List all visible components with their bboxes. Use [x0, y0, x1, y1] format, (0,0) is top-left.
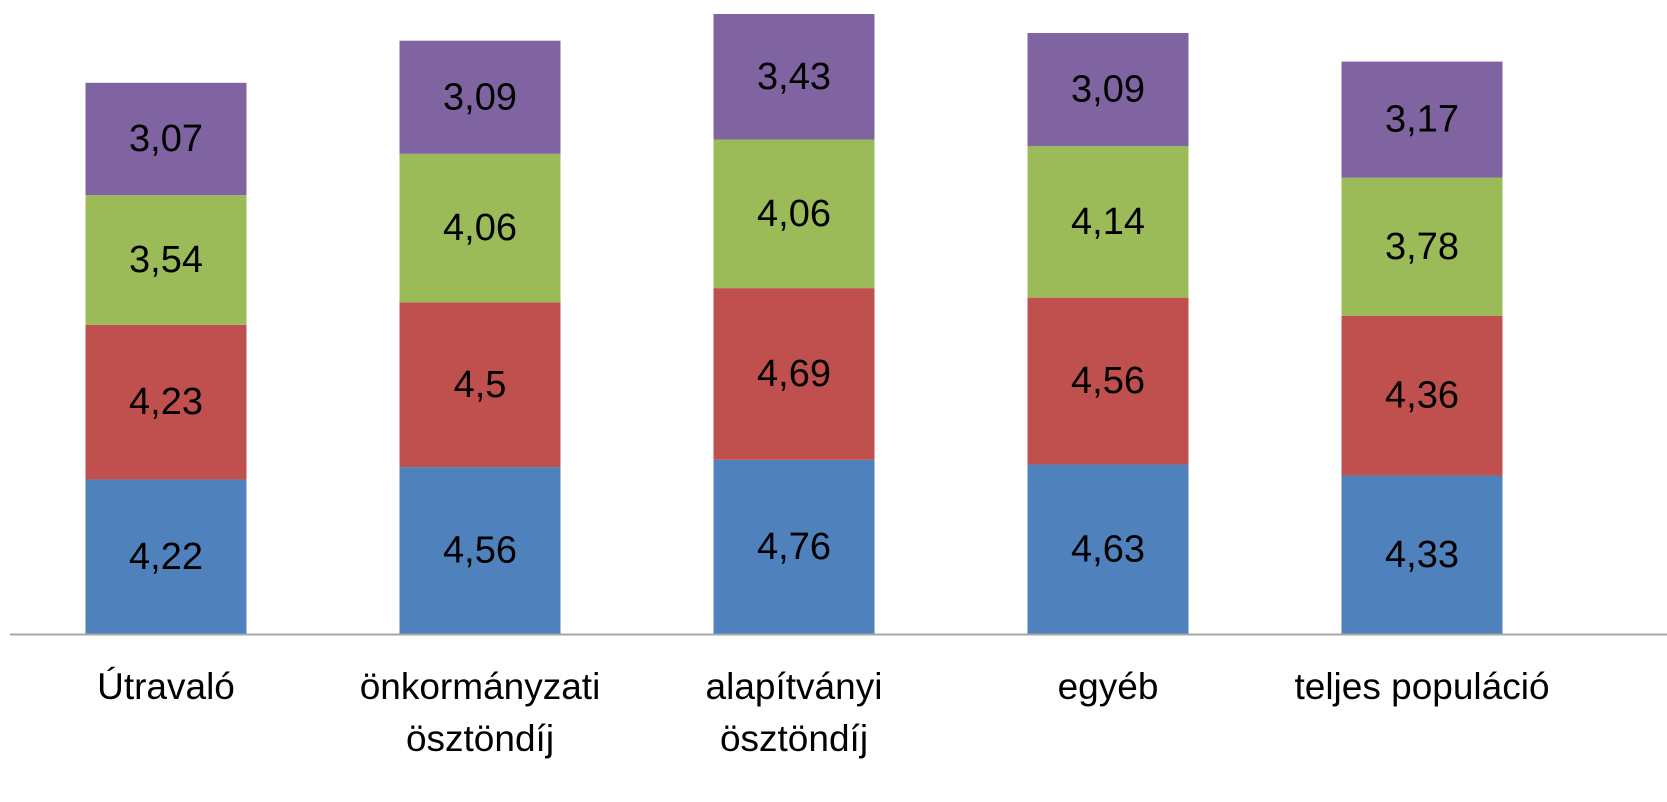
category-label-line: önkormányzati [360, 666, 601, 707]
bar-segment [1027, 33, 1189, 147]
bar-segment [713, 288, 875, 460]
category-label-line: Útravaló [97, 666, 235, 707]
data-label: 4,14 [1071, 201, 1145, 243]
data-label: 4,63 [1071, 528, 1145, 570]
bar-segment [1027, 297, 1189, 465]
bar-segment [713, 139, 875, 289]
bar-segment [1341, 177, 1503, 316]
bar-segment [1027, 146, 1189, 298]
category-label-line: egyéb [1058, 666, 1159, 707]
bars-layer [85, 13, 1503, 634]
data-label: 3,07 [129, 118, 203, 160]
category-label: teljes populáció [1294, 666, 1549, 707]
bar-segment [1341, 61, 1503, 178]
category-label: Útravaló [97, 666, 235, 707]
data-label: 4,69 [757, 353, 831, 395]
data-label: 4,22 [129, 536, 203, 578]
data-label: 3,43 [757, 56, 831, 98]
data-label: 3,54 [129, 239, 203, 281]
category-labels-layer: Útravaló önkormányzati ösztöndíjalapítvány… [97, 666, 1549, 759]
bar-segment [399, 40, 561, 154]
bar-segment [85, 195, 247, 325]
data-label: 4,76 [757, 526, 831, 568]
bar-segment [1341, 315, 1503, 476]
data-labels-layer: 4,22 4,23 3,54 3,07 4,56 4,5 4,06 3,09 4,76 4,69 4… [129, 56, 1459, 578]
data-label: 4,56 [1071, 360, 1145, 402]
category-label-line: alapítványi [706, 666, 883, 707]
bar-segment [399, 467, 561, 634]
category-label-line: ösztöndíj [406, 718, 554, 759]
category-label-line: ösztöndíj [720, 718, 868, 759]
data-label: 4,33 [1385, 534, 1459, 576]
data-label: 3,17 [1385, 99, 1459, 141]
bar-segment [399, 153, 561, 303]
category-label: alapítványi ösztöndíj [706, 666, 883, 759]
bar-segment [85, 82, 247, 196]
category-label: egyéb [1058, 666, 1159, 707]
bar-segment [85, 479, 247, 634]
data-label: 4,36 [1385, 375, 1459, 417]
bar-segment [85, 324, 247, 480]
bar-segment [713, 13, 875, 140]
data-label: 3,09 [1071, 69, 1145, 111]
category-label: önkormányzati ösztöndíj [360, 666, 601, 759]
data-label: 3,78 [1385, 226, 1459, 268]
bar-segment [713, 459, 875, 634]
category-label-line: teljes populáció [1294, 666, 1549, 707]
data-label: 4,56 [443, 530, 517, 572]
data-label: 4,06 [757, 193, 831, 235]
bar-segment [1027, 464, 1189, 634]
bar-segment [1341, 475, 1503, 634]
bar-segment [399, 302, 561, 468]
data-label: 4,5 [454, 364, 507, 406]
data-label: 4,06 [443, 207, 517, 249]
data-label: 4,23 [129, 381, 203, 423]
data-label: 3,09 [443, 76, 517, 118]
